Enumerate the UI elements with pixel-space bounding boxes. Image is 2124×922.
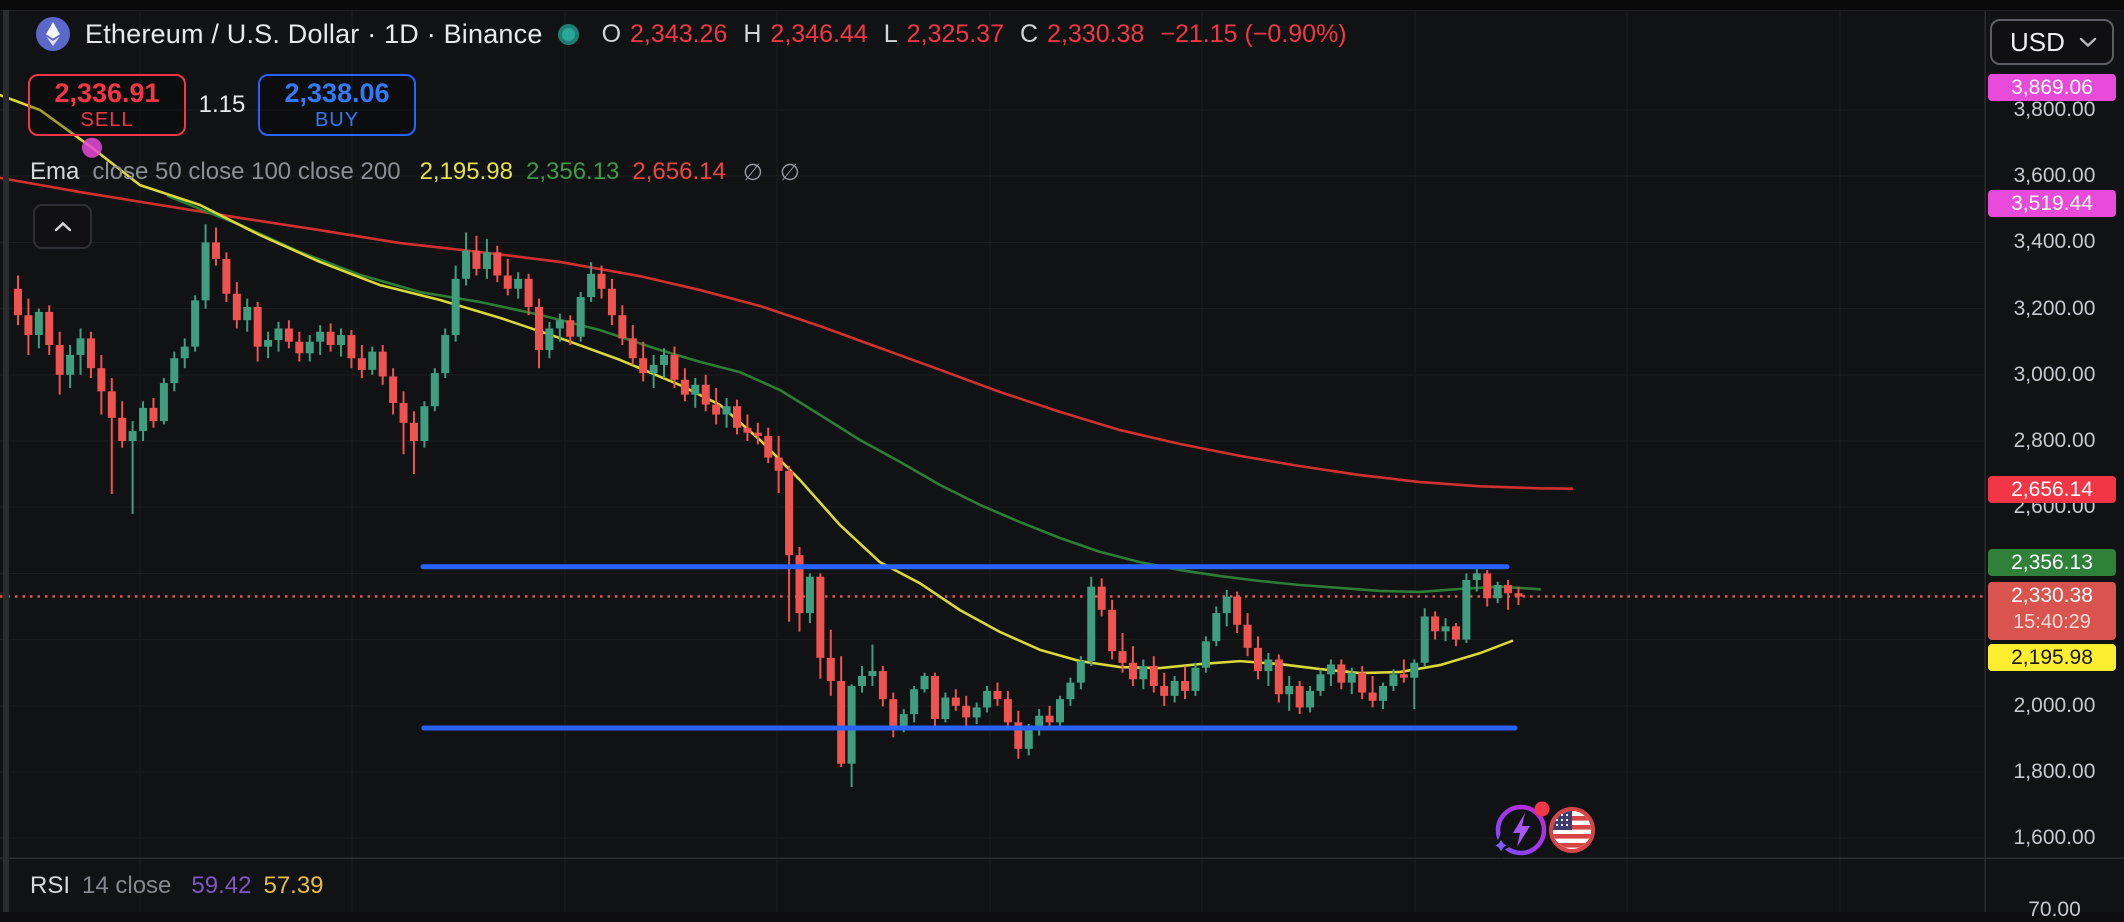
open-value: 2,343.26 — [630, 19, 728, 48]
price-axis-label: 2,000.00 — [2013, 693, 2096, 717]
close-label: C — [1019, 19, 1039, 48]
price-axis-label: 3,800.00 — [2013, 98, 2096, 121]
price-axis-label: 3,000.00 — [2013, 362, 2096, 386]
chevron-up-icon — [54, 221, 71, 232]
buy-price: 2,338.06 — [284, 78, 390, 108]
ai-assistant-icon[interactable] — [1487, 801, 1550, 860]
price-axis-label: 1,800.00 — [2013, 760, 2096, 783]
rsi-value: 59.42 — [191, 872, 252, 899]
sell-price: 2,336.91 — [54, 78, 160, 108]
high-label: H — [743, 19, 762, 48]
left-toolbar-strip — [3, 10, 9, 912]
low-value: 2,325.37 — [906, 19, 1004, 48]
currency-value: USD — [2010, 26, 2065, 57]
ema-name: Ema — [30, 158, 80, 185]
top-strip — [0, 0, 2124, 11]
price-axis-tag: 2,656.14 — [1988, 475, 2116, 503]
current-price-tag: 2,330.38 15:40:29 — [1988, 582, 2116, 641]
spread-value: 1.15 — [198, 91, 246, 118]
sell-label: SELL — [80, 109, 134, 131]
collapse-pane-button[interactable] — [33, 204, 92, 249]
market-status-dot-icon[interactable] — [557, 23, 579, 45]
ema200-value: 2,656.14 — [632, 158, 726, 185]
price-axis-label: 3,200.00 — [2013, 296, 2096, 320]
currency-dropdown[interactable]: USD — [1990, 19, 2114, 65]
high-value: 2,346.44 — [770, 19, 868, 48]
price-axis-label: 3,600.00 — [2013, 164, 2096, 188]
economic-event-flag-icon[interactable] — [1549, 807, 1595, 853]
indicator-disabled-icon[interactable]: ∅ — [742, 158, 763, 185]
rsi-ma-value: 57.39 — [263, 872, 324, 899]
rsi-axis-partial-label: 70.00 — [2028, 898, 2081, 921]
rsi-indicator-legend[interactable]: RSI 14 close 59.42 57.39 — [30, 872, 324, 900]
price-axis-tag: 3,519.44 — [1988, 189, 2116, 217]
close-value: 2,330.38 — [1047, 19, 1145, 48]
buy-label: BUY — [314, 109, 360, 131]
low-label: L — [883, 19, 898, 48]
ethereum-logo-icon — [36, 17, 70, 51]
symbol-title[interactable]: Ethereum / U.S. Dollar · 1D · Binance — [85, 18, 543, 49]
price-axis-label: 3,400.00 — [2013, 230, 2096, 254]
sparkle-icon — [1487, 831, 1515, 860]
indicator-disabled-icon[interactable]: ∅ — [779, 158, 800, 185]
ema-params: close 50 close 100 close 200 — [92, 158, 401, 185]
rsi-params: 14 close — [82, 872, 172, 899]
rsi-name: RSI — [30, 872, 71, 899]
ohlc-readout: O 2,343.26 H 2,346.44 L 2,325.37 C 2,330… — [602, 20, 1354, 49]
chart-corner-widgets — [1487, 798, 1600, 867]
sell-button[interactable]: 2,336.91 SELL — [28, 74, 186, 136]
price-axis[interactable]: 70.00 3,800.00 3,600.00 3,400.00 3,200.00 3,… — [1985, 0, 2124, 921]
chart-header: Ethereum / U.S. Dollar · 1D · Binance O … — [36, 14, 1354, 54]
price-axis-tag: 3,869.06 — [1988, 74, 2116, 102]
price-axis-tag: 2,195.98 — [1988, 643, 2116, 671]
chevron-down-icon — [2079, 37, 2097, 48]
change-value: −21.15 (−0.90%) — [1160, 19, 1347, 48]
ema50-value: 2,195.98 — [419, 158, 513, 185]
open-label: O — [601, 19, 622, 48]
notification-dot-icon — [1534, 801, 1550, 817]
price-axis-label: 2,800.00 — [2013, 429, 2096, 452]
ema-indicator-legend[interactable]: Ema close 50 close 100 close 200 2,195.9… — [30, 158, 800, 186]
buy-button[interactable]: 2,338.06 BUY — [258, 74, 416, 136]
price-axis-label: 1,600.00 — [2013, 826, 2096, 850]
current-price-value: 2,330.38 — [2011, 584, 2093, 608]
price-axis-tag: 2,356.13 — [1988, 548, 2116, 576]
bar-countdown-timer: 15:40:29 — [2013, 611, 2091, 634]
ema100-value: 2,356.13 — [525, 158, 620, 185]
